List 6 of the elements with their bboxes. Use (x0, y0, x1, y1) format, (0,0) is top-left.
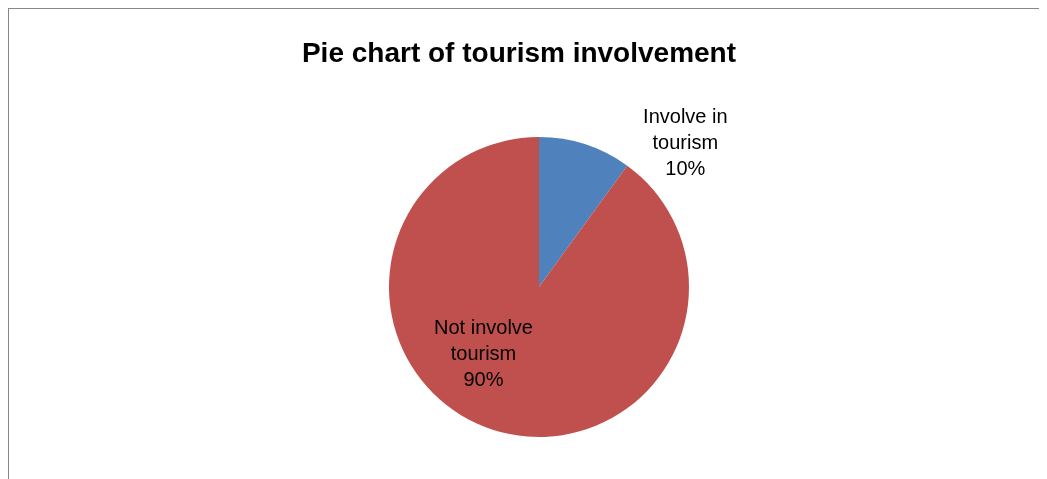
data-label: 10% (665, 157, 706, 180)
pie-slice (539, 137, 628, 287)
slice-label: Not involve tourism (434, 316, 533, 365)
chart-title: Pie chart of tourism involvement (300, 37, 738, 69)
slice-label: Involve in tourism (643, 105, 728, 154)
data-label: 90% (463, 368, 504, 391)
